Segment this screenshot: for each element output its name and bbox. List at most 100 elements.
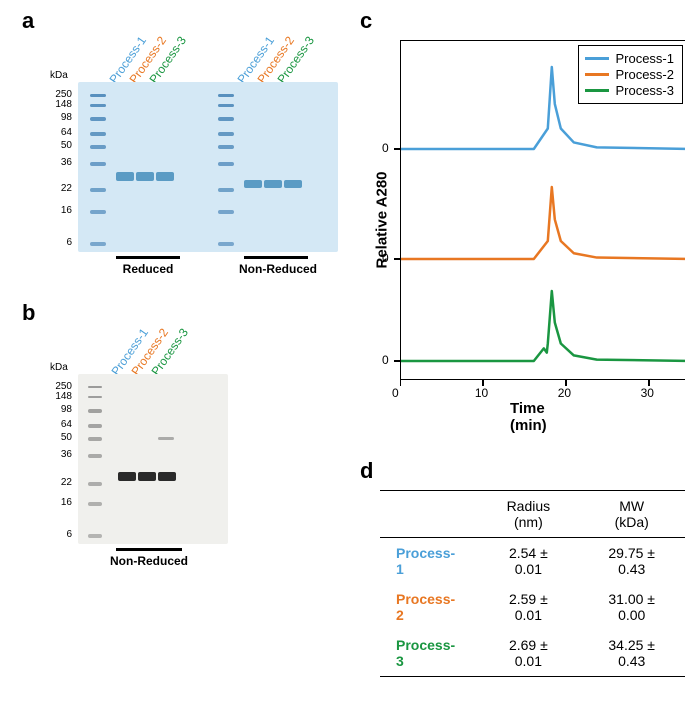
y-tick (394, 148, 400, 150)
gel-band (218, 145, 234, 149)
mw-label: 98 (48, 112, 72, 123)
gel-band (88, 482, 102, 486)
chromatogram-trace (401, 187, 685, 259)
gel-band (218, 132, 234, 136)
gel-band (90, 210, 106, 214)
dls-table-container: Radius(nm)MW(kDa)Process-12.54 ± 0.0129.… (380, 490, 685, 677)
legend: Process-1 Process-2 Process-3 (578, 45, 683, 104)
x-tick-label: 20 (558, 386, 571, 400)
kda-label-b: kDa (50, 362, 68, 373)
table-row-label: Process-1 (380, 538, 478, 585)
table-row-label: Process-2 (380, 584, 478, 630)
legend-text-p3: Process-3 (615, 83, 674, 98)
gel-band (88, 424, 102, 428)
y-tick (394, 258, 400, 260)
table-header: MW(kDa) (578, 491, 685, 538)
mw-label: 16 (48, 497, 72, 508)
non-reduced-label-b: Non-Reduced (98, 554, 200, 568)
table-cell: 2.54 ± 0.01 (478, 538, 578, 585)
gel-band (218, 210, 234, 214)
gel-band (218, 117, 234, 121)
gel-band (90, 162, 106, 166)
gel-band (90, 188, 106, 192)
gel-band (158, 437, 174, 440)
mw-label: 22 (48, 183, 72, 194)
mw-label: 50 (48, 432, 72, 443)
table-row-label: Process-3 (380, 630, 478, 677)
gel-band (138, 472, 156, 481)
gel-band (88, 502, 102, 506)
legend-swatch-p2 (585, 73, 609, 76)
gel-band (88, 437, 102, 441)
table-header (380, 491, 478, 538)
gel-band (218, 188, 234, 192)
table-cell: 2.59 ± 0.01 (478, 584, 578, 630)
gel-band (218, 104, 234, 107)
legend-swatch-p1 (585, 57, 609, 60)
legend-text-p1: Process-1 (615, 51, 674, 66)
gel-band (158, 472, 176, 481)
gel-band (88, 386, 102, 388)
gel-band (156, 172, 174, 181)
mw-label: 22 (48, 477, 72, 488)
x-tick (400, 380, 402, 386)
gel-band (90, 242, 106, 246)
mw-label: 36 (48, 157, 72, 168)
gel-band (90, 94, 106, 97)
chromatogram-chart: Process-1 Process-2 Process-3 (400, 40, 685, 380)
reduced-label: Reduced (112, 262, 184, 276)
table-header-row: Radius(nm)MW(kDa) (380, 491, 685, 538)
x-axis-label: Time (min) (510, 400, 547, 434)
gel-band (284, 180, 302, 188)
panel-b-label: b (22, 300, 35, 326)
legend-text-p2: Process-2 (615, 67, 674, 82)
mw-label: 6 (48, 237, 72, 248)
mw-label: 50 (48, 140, 72, 151)
gel-band (118, 472, 136, 481)
gel-band (218, 162, 234, 166)
gel-band (90, 145, 106, 149)
legend-swatch-p3 (585, 89, 609, 92)
y-tick (394, 360, 400, 362)
gel-a-image (78, 82, 338, 252)
y-zero-label: 0 (382, 141, 389, 155)
mw-label: 16 (48, 205, 72, 216)
legend-item-p3: Process-3 (585, 83, 674, 98)
panel-c-label: c (360, 8, 372, 34)
gel-band (244, 180, 262, 188)
gel-band (136, 172, 154, 181)
x-tick-label: 10 (475, 386, 488, 400)
table-cell: 31.00 ± 0.00 (578, 584, 685, 630)
non-reduced-label-a: Non-Reduced (230, 262, 326, 276)
gel-band (88, 396, 102, 398)
x-tick-label: 30 (641, 386, 654, 400)
table-cell: 2.69 ± 0.01 (478, 630, 578, 677)
mw-label: 64 (48, 127, 72, 138)
mw-label: 148 (48, 391, 72, 402)
gel-band (218, 242, 234, 246)
legend-item-p2: Process-2 (585, 67, 674, 82)
panel-a-label: a (22, 8, 34, 34)
gel-band (264, 180, 282, 188)
x-tick-label: 0 (392, 386, 399, 400)
mw-label: 36 (48, 449, 72, 460)
table-cell: 34.25 ± 0.43 (578, 630, 685, 677)
gel-band (88, 409, 102, 413)
panel-d-label: d (360, 458, 373, 484)
y-zero-label: 0 (382, 353, 389, 367)
gel-band (88, 454, 102, 458)
table-header: Radius(nm) (478, 491, 578, 538)
gel-band (218, 94, 234, 97)
mw-label: 98 (48, 404, 72, 415)
gel-band (90, 117, 106, 121)
chromatogram-trace (401, 291, 685, 361)
table-row: Process-12.54 ± 0.0129.75 ± 0.43 (380, 538, 685, 585)
table-row: Process-32.69 ± 0.0134.25 ± 0.43 (380, 630, 685, 677)
gel-band (90, 104, 106, 107)
non-reduced-bar-b (116, 548, 182, 551)
non-reduced-bar-a (244, 256, 308, 259)
gel-band (90, 132, 106, 136)
y-zero-label: 0 (382, 251, 389, 265)
gel-band (116, 172, 134, 181)
reduced-bar (116, 256, 180, 259)
